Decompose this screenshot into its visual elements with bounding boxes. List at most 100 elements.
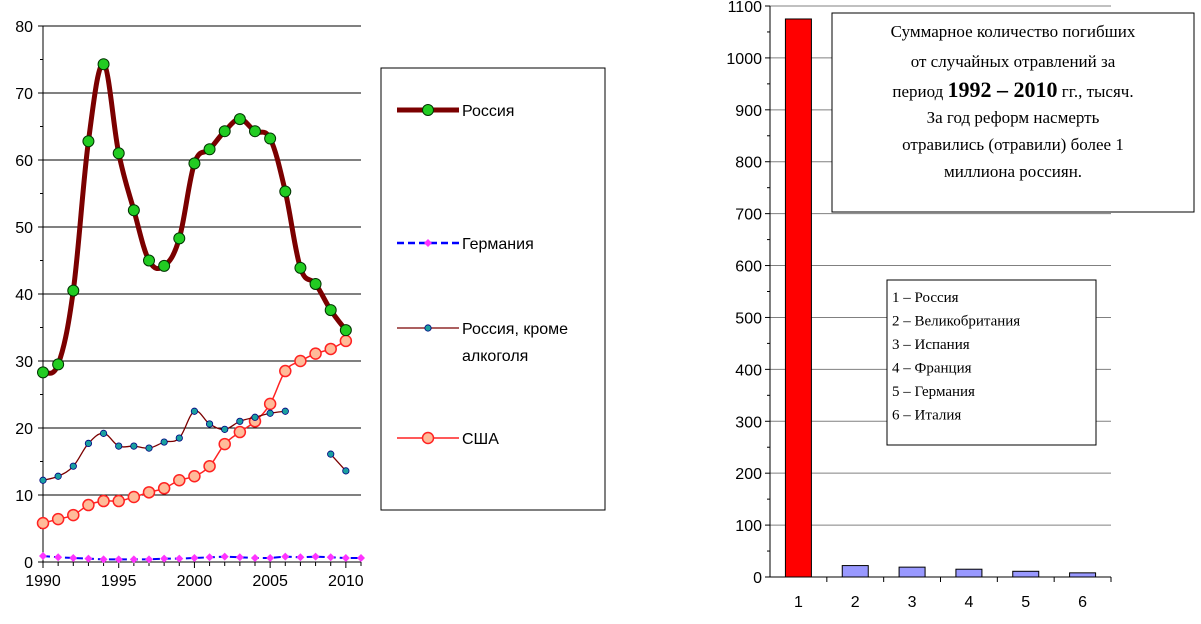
right-x-tick-label: 6: [1078, 594, 1087, 611]
point-russia: [143, 254, 155, 267]
point-usa: [188, 469, 201, 483]
point-germany: [341, 553, 350, 562]
inner-legend-item: 5 – Германия: [892, 384, 975, 400]
inner-legend-item: 2 – Великобритания: [892, 314, 1020, 330]
series-line-russia: [41, 61, 348, 376]
annotation-period: 1992 – 2010: [948, 77, 1058, 102]
point-usa: [294, 354, 307, 368]
left-line-chart: 0 10 20 30 40 50 60 70 80 1990 1995 2000 2005 2010: [15, 19, 365, 590]
right-y-tick-label: 300: [735, 414, 762, 431]
point-russia-excl-alcohol: [39, 476, 47, 484]
annotation-line-3: период 1992 – 2010 гг., тысяч.: [892, 77, 1133, 102]
right-y-tick-label: 1000: [726, 51, 762, 68]
legend-label-usa: США: [462, 431, 499, 448]
left-x-tick-label: 2005: [252, 573, 288, 590]
point-russia: [294, 261, 307, 274]
right-x-tick-label: 2: [851, 594, 860, 611]
point-germany: [326, 553, 335, 562]
point-russia: [309, 277, 322, 290]
point-russia-excl-alcohol: [281, 407, 289, 415]
left-y-tick-label: 60: [15, 153, 33, 170]
legend-marker-russia-excl-alcohol: [424, 324, 432, 332]
point-germany: [357, 553, 365, 562]
point-russia-excl-alcohol: [130, 442, 138, 450]
bar-6: [1069, 572, 1097, 578]
left-y-tick-label: 70: [15, 86, 33, 103]
inner-legend-item: 1 – Россия: [892, 290, 959, 306]
annotation-text: гг., тысяч.: [1058, 82, 1134, 101]
right-bar-chart: 0 100 200 300 400 500 600 700 800 900 1000 1100 1 2 3 4…: [726, 0, 1195, 611]
point-germany: [99, 555, 108, 564]
bar-1: [784, 18, 812, 578]
legend-label-line: Россия, кроме: [462, 321, 568, 338]
annotation-line-1: Суммарное количество погибших: [891, 22, 1136, 41]
inner-legend-box: [886, 279, 1097, 446]
point-germany: [190, 553, 199, 562]
right-y-tick-label: 400: [735, 362, 762, 379]
annotation-line-6: миллиона россиян.: [944, 162, 1082, 181]
point-germany: [266, 553, 275, 562]
point-russia: [127, 204, 140, 217]
annotation-text: период: [892, 82, 947, 101]
point-russia-excl-alcohol: [54, 472, 62, 480]
point-usa: [36, 516, 50, 530]
point-russia-excl-alcohol: [115, 442, 123, 450]
point-usa: [218, 437, 231, 451]
point-russia: [158, 259, 171, 272]
point-usa: [173, 474, 186, 487]
point-russia-excl-alcohol: [145, 444, 153, 452]
point-usa: [112, 494, 125, 508]
bar-5: [1012, 570, 1040, 578]
left-y-tick-label: 10: [15, 488, 33, 505]
annotation-line-2: от случайных отравлений за: [911, 52, 1116, 71]
point-russia-excl-alcohol: [69, 462, 77, 470]
point-germany: [311, 552, 320, 561]
point-usa: [233, 425, 247, 439]
annotation-line-5: отравились (отравили) более 1: [902, 135, 1124, 154]
point-russia: [233, 113, 246, 126]
left-x-tick-label: 1995: [101, 573, 137, 590]
point-russia: [188, 157, 201, 170]
right-x-tick-label: 5: [1021, 594, 1030, 611]
right-y-tick-label: 600: [735, 259, 762, 276]
point-germany: [129, 555, 138, 564]
point-usa: [127, 490, 141, 504]
point-russia-excl-alcohol: [327, 450, 335, 458]
point-usa: [263, 397, 277, 411]
point-russia-excl-alcohol: [205, 420, 214, 428]
point-russia: [52, 358, 65, 371]
point-russia: [82, 135, 95, 148]
point-russia: [324, 304, 337, 317]
right-y-tick-label: 100: [735, 518, 762, 535]
left-x-tick-label: 2010: [328, 573, 364, 590]
legend-label-germany: Германия: [462, 236, 534, 253]
point-russia: [97, 58, 110, 71]
series-line-germany: [42, 554, 361, 561]
right-y-tick-label: 700: [735, 207, 762, 224]
point-usa: [51, 512, 65, 526]
point-usa: [279, 364, 292, 378]
right-y-tick-label: 800: [735, 155, 762, 172]
point-usa: [339, 334, 353, 348]
legend-label-russia-excl-alcohol: Россия, кроме алкоголя: [462, 321, 568, 365]
legend-label-line: алкоголя: [462, 348, 528, 365]
point-germany: [175, 554, 184, 563]
left-y-tick-label: 50: [15, 220, 33, 237]
point-usa: [97, 494, 110, 508]
left-chart-legend: Россия Германия Россия, кроме алкоголя США: [380, 67, 606, 511]
right-x-tick-label: 1: [794, 594, 803, 611]
point-germany: [220, 552, 229, 561]
point-russia: [37, 366, 49, 379]
inner-legend-item: 6 – Италия: [892, 408, 961, 424]
point-russia-excl-alcohol: [266, 409, 274, 417]
bar-3: [898, 566, 926, 578]
point-usa: [142, 486, 156, 499]
point-germany: [235, 553, 244, 562]
point-russia-excl-alcohol: [251, 413, 259, 421]
point-usa: [82, 498, 95, 512]
point-russia: [279, 185, 292, 198]
annotation-line-4: За год реформ насмерть: [927, 108, 1100, 127]
point-usa: [67, 508, 80, 522]
